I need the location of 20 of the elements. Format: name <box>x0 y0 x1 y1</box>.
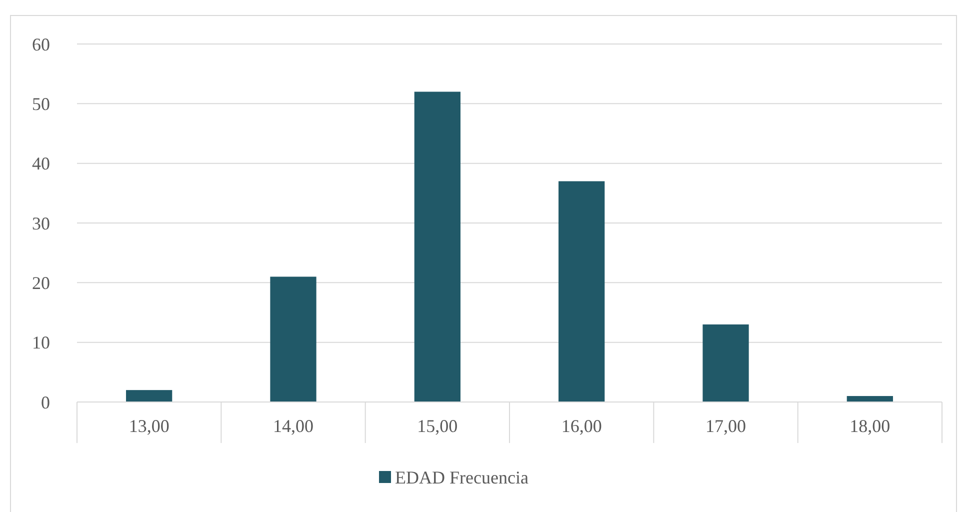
y-tick-label: 10 <box>32 332 50 353</box>
y-tick-label: 60 <box>32 34 50 54</box>
bar <box>270 276 316 402</box>
y-tick-label: 0 <box>41 392 50 412</box>
legend-label: EDAD Frecuencia <box>395 467 528 488</box>
x-tick-label: 15,00 <box>417 416 458 436</box>
y-tick-label: 20 <box>32 272 50 293</box>
x-tick-label: 18,00 <box>850 416 890 436</box>
bar <box>702 324 749 402</box>
bar <box>414 92 460 402</box>
bar <box>126 390 172 402</box>
bar <box>846 396 893 402</box>
x-tick-label: 17,00 <box>706 416 746 436</box>
y-tick-label: 40 <box>32 154 50 174</box>
x-tick-label: 16,00 <box>561 416 602 436</box>
bar <box>558 181 605 402</box>
y-tick-label: 30 <box>32 213 50 234</box>
x-tick-label: 14,00 <box>273 416 314 436</box>
x-tick-label: 13,00 <box>128 416 170 436</box>
y-tick-label: 50 <box>32 94 50 114</box>
